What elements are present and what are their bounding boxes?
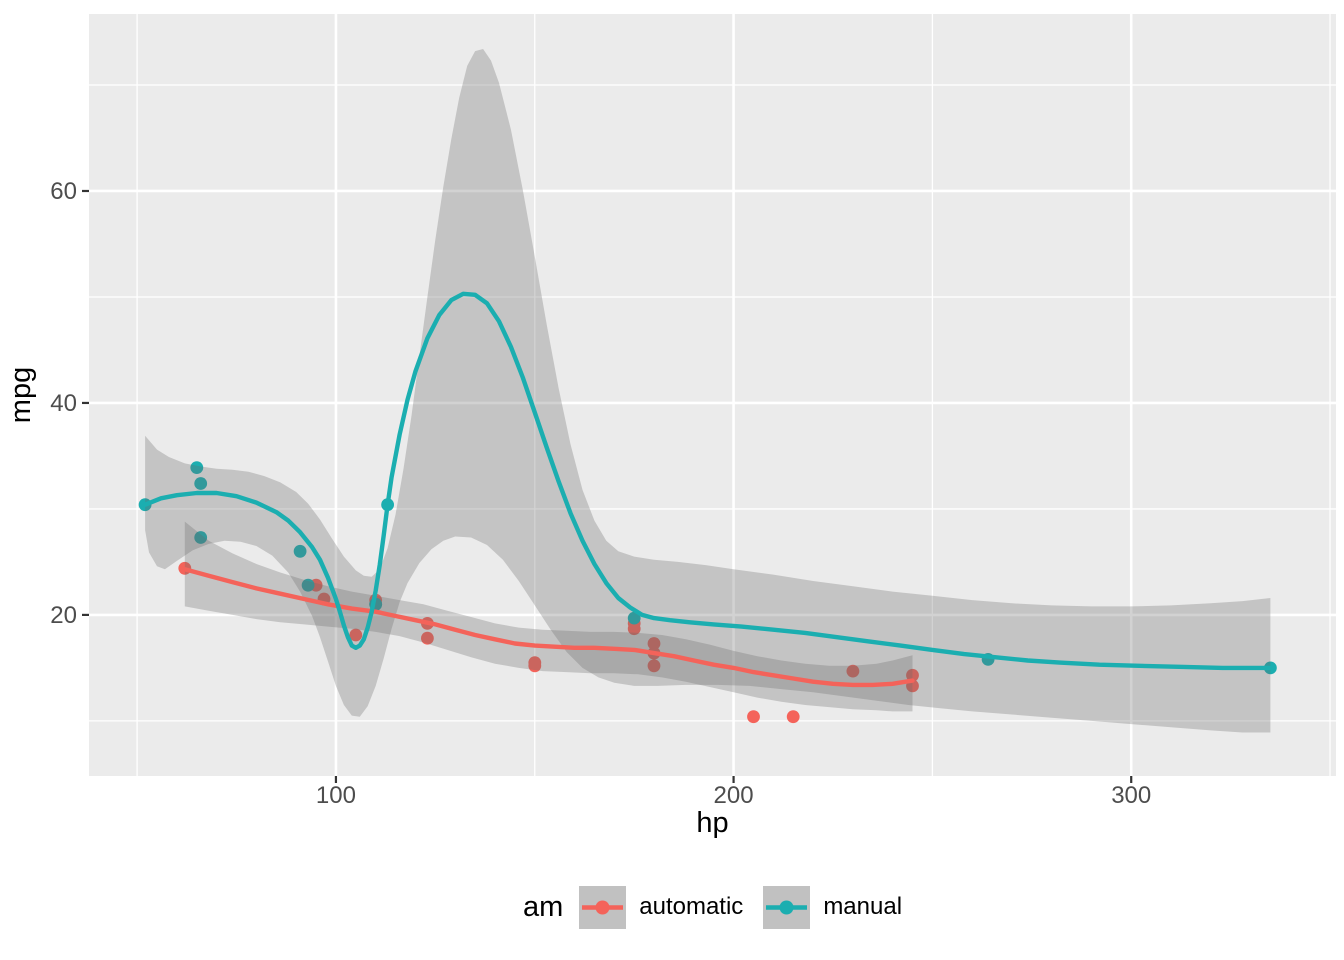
manual-point <box>293 544 307 558</box>
legend: am automatic manual <box>89 872 1336 942</box>
legend-label-manual: manual <box>823 893 903 920</box>
automatic-point <box>528 659 542 673</box>
automatic-point <box>647 637 661 650</box>
legend-title: am <box>522 890 564 923</box>
x-tick-label-100: 100 <box>316 782 356 809</box>
y-tick-label-60: 60 <box>50 178 77 205</box>
legend-key-manual <box>763 885 811 929</box>
legend-entries: automatic manual <box>579 885 903 929</box>
panel-background <box>89 14 1336 776</box>
x-axis-title: hp <box>696 807 728 839</box>
automatic-point <box>421 631 434 645</box>
manual-point <box>194 477 208 490</box>
automatic-smooth-line <box>182 567 915 688</box>
automatic-point <box>846 664 860 678</box>
legend-key-automatic <box>579 885 627 929</box>
automatic-point <box>747 710 760 724</box>
automatic-point <box>906 668 919 682</box>
legend-point-icon <box>595 900 610 914</box>
automatic-confidence-band <box>184 521 913 712</box>
manual-point <box>194 531 208 544</box>
legend-label-automatic: automatic <box>639 893 744 920</box>
legend-entry-manual: manual <box>763 885 903 929</box>
automatic-point <box>647 659 661 673</box>
y-tick-label-20: 20 <box>50 602 77 629</box>
manual-point <box>190 461 204 474</box>
y-axis-title: mpg <box>5 367 37 423</box>
legend-key-glyph-automatic <box>582 900 624 914</box>
legend-point-icon <box>779 900 794 914</box>
manual-smooth-line <box>142 291 1273 671</box>
automatic-point <box>349 628 363 642</box>
x-tick-label-300: 300 <box>1111 782 1151 809</box>
manual-point <box>301 578 315 592</box>
automatic-point <box>786 710 800 724</box>
legend-key-glyph-manual <box>766 900 808 914</box>
y-tick-label-40: 40 <box>50 390 77 417</box>
legend-entry-automatic: automatic <box>579 885 744 929</box>
x-tick-label-200: 200 <box>714 782 754 809</box>
manual-point <box>627 611 641 625</box>
plot-area: 100 200 300 20 40 60 hp mpg <box>5 14 1336 839</box>
